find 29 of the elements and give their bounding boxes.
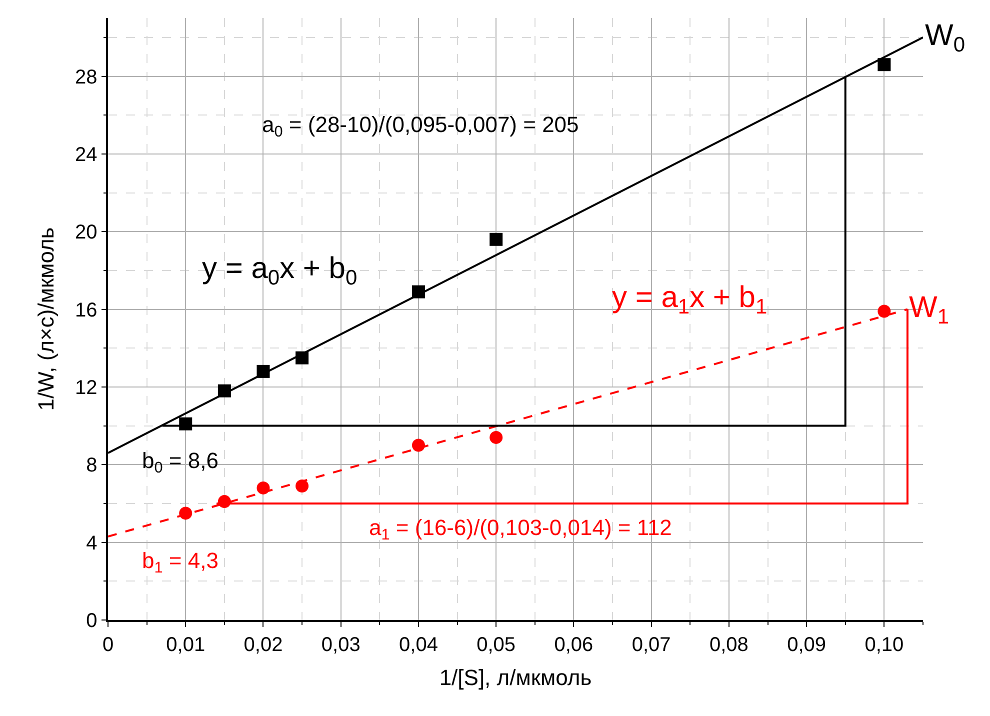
x-tick-label: 0,06 <box>554 634 594 656</box>
x-tick-label: 0,05 <box>476 634 516 656</box>
annotation: W$_{0}$ <box>925 19 966 56</box>
annotation: W$_{1}$ <box>909 291 950 328</box>
x-tick-label: 0,10 <box>864 634 904 656</box>
annotation: a$_{1}$ = (16-6)/(0,103-0,014) = 112 <box>369 515 672 544</box>
annotation: a$_{0}$ = (28-10)/(0,095-0,007) = 205 <box>262 112 579 141</box>
annotation: b$_{1}$ = 4,3 <box>142 548 218 577</box>
x-axis-title: 1/[S], л/мкмоль <box>439 665 592 690</box>
x-tick-label: 0 <box>102 634 114 656</box>
annotation: b$_{0}$ = 8,6 <box>142 448 218 477</box>
y-tick-label: 16 <box>75 299 98 322</box>
x-tick-label: 0,01 <box>166 634 206 656</box>
y-tick-label: 0 <box>86 610 98 632</box>
annotation: y = a$_{0}$x + b$_{0}$ <box>202 252 358 290</box>
y-tick-label: 8 <box>86 454 98 477</box>
x-tick-label: 0,08 <box>709 634 748 656</box>
annotation: y = a$_{1}$x + b$_{1}$ <box>612 281 768 318</box>
x-tick-label: 0,09 <box>787 634 826 656</box>
x-tick-label: 0,07 <box>632 634 671 656</box>
x-tick-label: 0,04 <box>399 634 438 656</box>
y-tick-label: 20 <box>75 222 98 244</box>
y-tick-label: 24 <box>75 144 98 166</box>
y-tick-label: 4 <box>86 532 98 554</box>
x-tick-label: 0,03 <box>321 634 360 656</box>
y-tick-label: 12 <box>75 376 98 399</box>
x-tick-label: 0,02 <box>244 634 283 656</box>
y-tick-label: 28 <box>75 66 98 88</box>
y-axis-title: 1/W, (л×с)/мкмоль <box>33 227 58 411</box>
